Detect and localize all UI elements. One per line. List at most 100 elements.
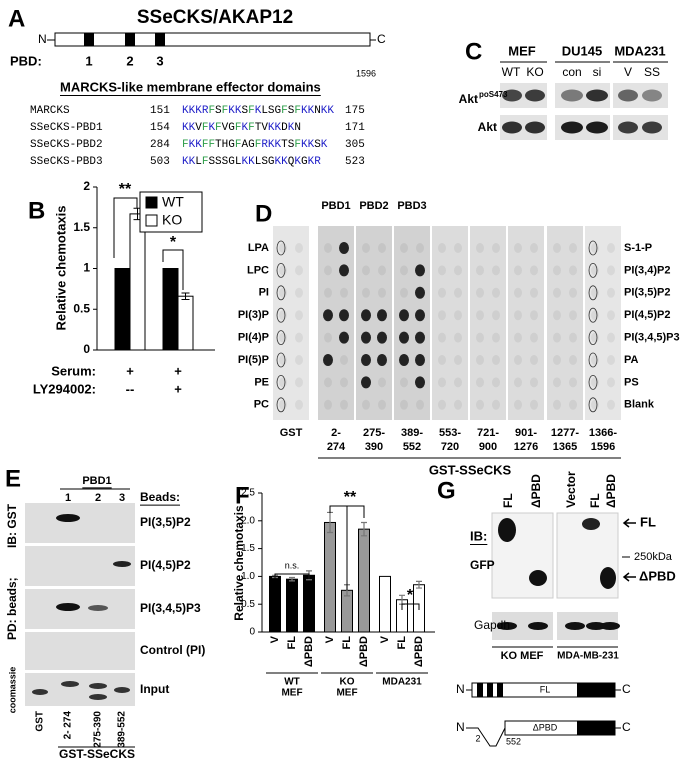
residue: K [189, 105, 196, 117]
lipid-spot [339, 331, 349, 344]
blot-band [642, 121, 662, 134]
residue: K [281, 156, 288, 168]
band-label: FL [640, 514, 656, 529]
sequence-end: 523 [345, 156, 365, 168]
lipid-spot [607, 377, 615, 388]
residue: L [235, 156, 242, 168]
lipid-spot [607, 399, 615, 410]
lipid-spot [361, 354, 371, 366]
bar [303, 574, 315, 633]
bar [129, 213, 146, 351]
lane-label: ΔPBD [529, 474, 543, 508]
residue: K [208, 122, 215, 134]
lipid-spot [492, 332, 500, 343]
construct-label: ΔPBD [533, 722, 558, 732]
significance: n.s. [285, 560, 300, 570]
lipid-spot [476, 332, 484, 343]
row-label: Control (PI) [140, 643, 205, 657]
y-tick-label: 1 [83, 261, 90, 275]
error-bar [289, 576, 295, 582]
membrane-strip [432, 226, 468, 420]
lipid-spot [377, 309, 387, 322]
lane-label: 2- [331, 427, 341, 439]
gfp-box [577, 721, 615, 735]
blot-band [582, 518, 600, 530]
lane-label: SS [644, 65, 660, 79]
lipid-spot [553, 355, 561, 365]
lipid-spot [438, 287, 446, 298]
cell-line: MEF [508, 43, 536, 58]
lipid-spot [476, 399, 484, 410]
spot-outline [588, 262, 598, 278]
panel-label: E [5, 465, 21, 492]
beads-label: Beads: [140, 490, 180, 504]
lipid-spot [553, 332, 561, 343]
lane-label: FL [501, 493, 515, 508]
blot-band [565, 622, 585, 630]
lipid-spot [323, 354, 333, 366]
lipid-spot [553, 243, 561, 253]
lipid-spot [530, 399, 538, 410]
lipid-spot [415, 286, 425, 299]
n-terminus: N [456, 682, 465, 696]
lipid-spot [553, 377, 561, 388]
panel-label: A [8, 5, 25, 32]
residue: K [308, 105, 315, 117]
residue: S [215, 156, 222, 168]
blot-band [114, 687, 130, 693]
lane-label: 275-390 [93, 711, 104, 748]
lipid-spot [361, 309, 371, 322]
lipid-spot [454, 265, 462, 276]
lane-label: ΔPBD [604, 474, 618, 508]
spot-outline [276, 262, 286, 278]
lipid-spot [415, 354, 425, 366]
membrane-strip [547, 226, 583, 420]
sequence-name: SSeCKS-PBD1 [30, 122, 103, 134]
residue: S [241, 105, 248, 117]
significance: * [407, 587, 414, 604]
blot-band [113, 561, 131, 567]
pbd-box [477, 683, 483, 697]
residue: G [248, 139, 255, 151]
x-tick-label: V [324, 635, 336, 643]
lipid-spot [476, 265, 484, 276]
spot-outline [276, 352, 286, 368]
lane-label: 1277- [551, 427, 579, 439]
legend-swatch [145, 196, 158, 209]
significance: ** [344, 489, 357, 506]
lipid-spot [438, 399, 446, 410]
lipid-spot [454, 377, 462, 388]
side-label: IB: GST [5, 503, 19, 548]
residue: G [275, 105, 282, 117]
residue: K [268, 139, 275, 151]
lane-label: 389-552 [117, 711, 128, 748]
residue: L [255, 156, 262, 168]
blot-band [600, 567, 616, 589]
residue: F [294, 105, 301, 117]
residue: K [327, 105, 334, 117]
blot [25, 632, 135, 670]
lipid-spot [324, 287, 332, 298]
residue: K [189, 156, 196, 168]
blot-band [89, 694, 107, 700]
lipid-spot [378, 287, 386, 298]
residue: K [288, 122, 295, 134]
pbd-box [155, 33, 165, 46]
deletion-line [466, 727, 506, 747]
lipid-spot [569, 332, 577, 343]
lipid-spot [324, 265, 332, 276]
lipid-spot [438, 377, 446, 388]
significance-bracket [113, 197, 138, 258]
lipid-spot [454, 310, 462, 321]
significance: * [170, 234, 177, 251]
sequence: KKLFSSSGLKKLSGKKQKGKR [182, 156, 321, 168]
residue: K [294, 156, 301, 168]
lipid-spot [295, 355, 303, 365]
cell-line: MDA231 [614, 43, 665, 58]
lipid-spot [400, 243, 408, 253]
residue: T [281, 139, 288, 151]
blot-band [88, 605, 108, 611]
x-tick-label: FL [341, 636, 353, 650]
lipid-spot [279, 265, 287, 276]
y-tick-label: 0 [249, 627, 255, 638]
